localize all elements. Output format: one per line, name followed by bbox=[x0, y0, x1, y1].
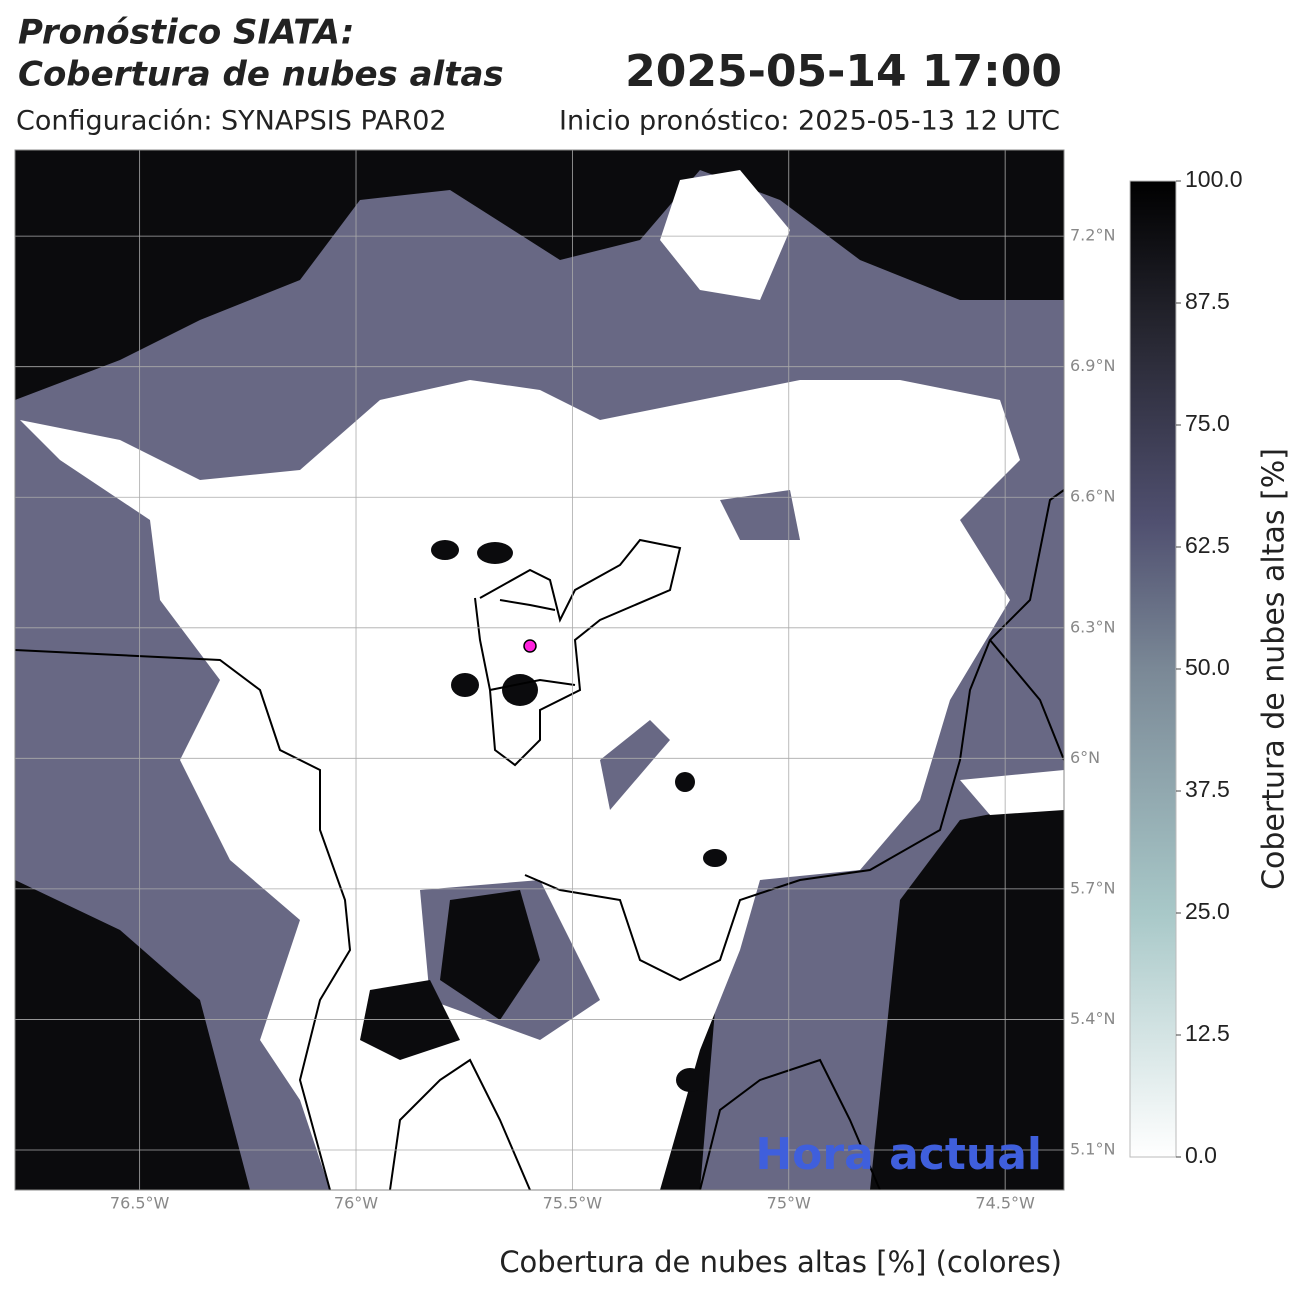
colorbar-tick-label: 37.5 bbox=[1185, 776, 1230, 802]
valid-time: 2025-05-14 17:00 bbox=[625, 46, 1062, 97]
y-tick-label: 5.4°N bbox=[1070, 1009, 1115, 1028]
colorbar-label: Cobertura de nubes altas [%] bbox=[1257, 448, 1292, 890]
x-tick-label: 76°W bbox=[334, 1194, 378, 1213]
y-tick-label: 7.2°N bbox=[1070, 226, 1115, 245]
location-marker bbox=[523, 639, 537, 653]
colorbar-tick-label: 50.0 bbox=[1185, 654, 1230, 680]
cloud-field bbox=[15, 150, 1064, 1190]
x-tick-label: 75.5°W bbox=[543, 1194, 603, 1213]
configuration: Configuración: SYNAPSIS PAR02 bbox=[16, 106, 447, 137]
colorbar-tick-label: 12.5 bbox=[1185, 1020, 1230, 1046]
forecast-start: Inicio pronóstico: 2025-05-13 12 UTC bbox=[559, 106, 1060, 137]
colorbar-tick-label: 100.0 bbox=[1185, 166, 1243, 192]
x-tick-label: 75°W bbox=[767, 1194, 811, 1213]
footer-label: Cobertura de nubes altas [%] (colores) bbox=[499, 1245, 1062, 1279]
colorbar-tick-label: 87.5 bbox=[1185, 288, 1230, 314]
colorbar-tick-label: 0.0 bbox=[1185, 1142, 1217, 1168]
colorbar-tick-label: 25.0 bbox=[1185, 898, 1230, 924]
colorbar-tick-label: 75.0 bbox=[1185, 410, 1230, 436]
colorbar bbox=[1129, 180, 1177, 1158]
y-tick-label: 6.3°N bbox=[1070, 617, 1115, 636]
grid bbox=[15, 150, 1064, 1190]
title-line: Cobertura de nubes altas bbox=[18, 55, 504, 95]
y-tick-label: 6°N bbox=[1070, 748, 1100, 767]
x-tick-label: 74.5°W bbox=[975, 1194, 1035, 1213]
y-tick-label: 5.1°N bbox=[1070, 1139, 1115, 1158]
overlay-text: Hora actual bbox=[755, 1129, 1042, 1180]
map-frame bbox=[14, 149, 1065, 1191]
y-tick-label: 5.7°N bbox=[1070, 878, 1115, 897]
title-line: Pronóstico SIATA: bbox=[18, 13, 354, 53]
y-tick-label: 6.9°N bbox=[1070, 356, 1115, 375]
colorbar-tick-label: 62.5 bbox=[1185, 532, 1230, 558]
x-tick-label: 76.5°W bbox=[110, 1194, 170, 1213]
y-tick-label: 6.6°N bbox=[1070, 487, 1115, 506]
